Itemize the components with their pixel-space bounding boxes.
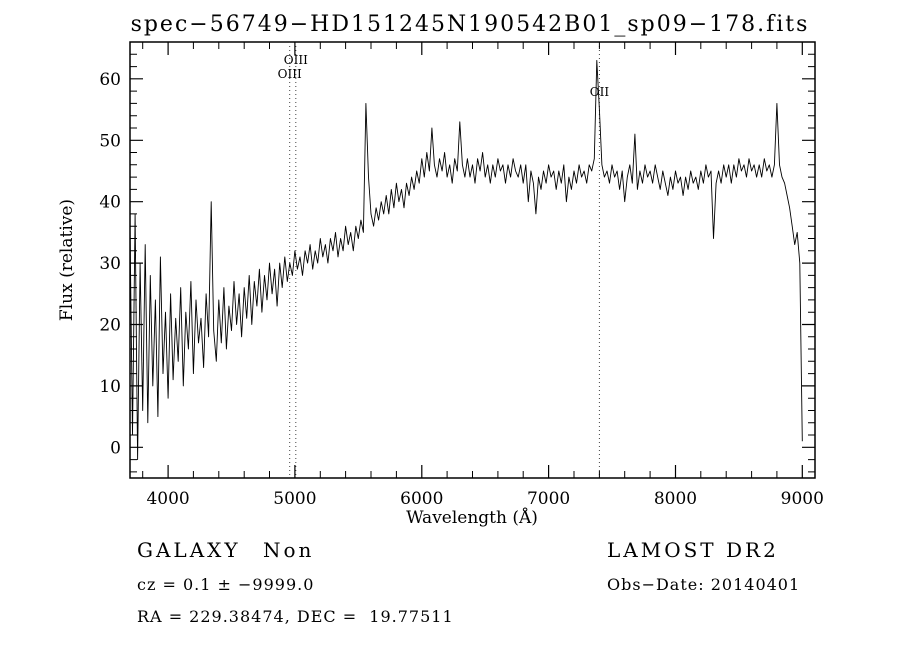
x-tick-label: 4000: [146, 489, 189, 509]
y-tick-label: 0: [110, 438, 121, 458]
x-tick-label: 8000: [654, 489, 697, 509]
subclass-label: Non: [263, 538, 314, 562]
spectrum-line-group: [129, 59, 803, 461]
emission-line-label: OIII: [278, 67, 302, 81]
spectrum-line: [129, 59, 803, 461]
y-tick-label: 20: [99, 316, 121, 336]
y-tick-label: 30: [99, 254, 121, 274]
minor-ticks: [130, 42, 815, 478]
ra-dec-text: RA = 229.38474, DEC = 19.77511: [137, 607, 454, 626]
plot-frame: [129, 41, 816, 479]
emission-line-label: OII: [590, 85, 610, 99]
plot-title: spec−56749−HD151245N190542B01_sp09−178.f…: [131, 12, 810, 37]
major-ticks: [130, 42, 815, 478]
y-tick-label: 10: [99, 377, 121, 397]
y-axis-label: Flux (relative): [57, 199, 77, 321]
y-tick-label: 50: [99, 131, 121, 151]
survey-label: LAMOST DR2: [607, 538, 779, 562]
tick-labels: 4000 5000 6000 7000 8000 9000 0 10 20 30 40 50 60: [99, 70, 824, 509]
obs-date-text: Obs−Date: 20140401: [607, 575, 800, 594]
emission-line-label: OIII: [284, 53, 308, 67]
x-tick-label: 5000: [273, 489, 316, 509]
x-tick-label: 6000: [400, 489, 443, 509]
x-tick-label: 7000: [527, 489, 570, 509]
x-axis-label: Wavelength (Å): [406, 507, 538, 528]
x-tick-label: 9000: [781, 489, 824, 509]
cz-text: cz = 0.1 ± −9999.0: [137, 575, 314, 594]
y-tick-label: 60: [99, 70, 121, 90]
tick-marks: [130, 42, 815, 478]
y-tick-label: 40: [99, 193, 121, 213]
class-label: GALAXY: [137, 538, 241, 562]
